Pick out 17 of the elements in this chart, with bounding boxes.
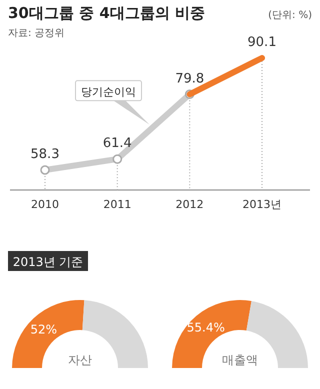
data-label: 52% (30, 322, 58, 336)
chart-title: 2013년 기준 (12, 255, 84, 269)
data-label: 55.4% (186, 320, 225, 334)
data-label: 58.3 (30, 147, 60, 162)
x-tick-label: 2012 (176, 198, 204, 211)
text: 자산 (68, 353, 92, 367)
x-tick-label: 2011 (103, 198, 132, 211)
data-label: 90.1 (248, 35, 276, 50)
text: (단위: %) (268, 10, 312, 21)
data-label: 79.8 (175, 71, 204, 86)
x-tick-label: 2010 (31, 198, 59, 211)
chart-title: 30대그룹 중 4대그룹의 비중 (8, 4, 205, 22)
data-label: 61.4 (102, 136, 132, 152)
x-tick-label: 2013년 (242, 198, 282, 211)
text: 당기순이익 (81, 86, 136, 99)
chart-subtitle: 자료: 공정위 (8, 28, 65, 39)
text: 매출액 (222, 353, 258, 367)
